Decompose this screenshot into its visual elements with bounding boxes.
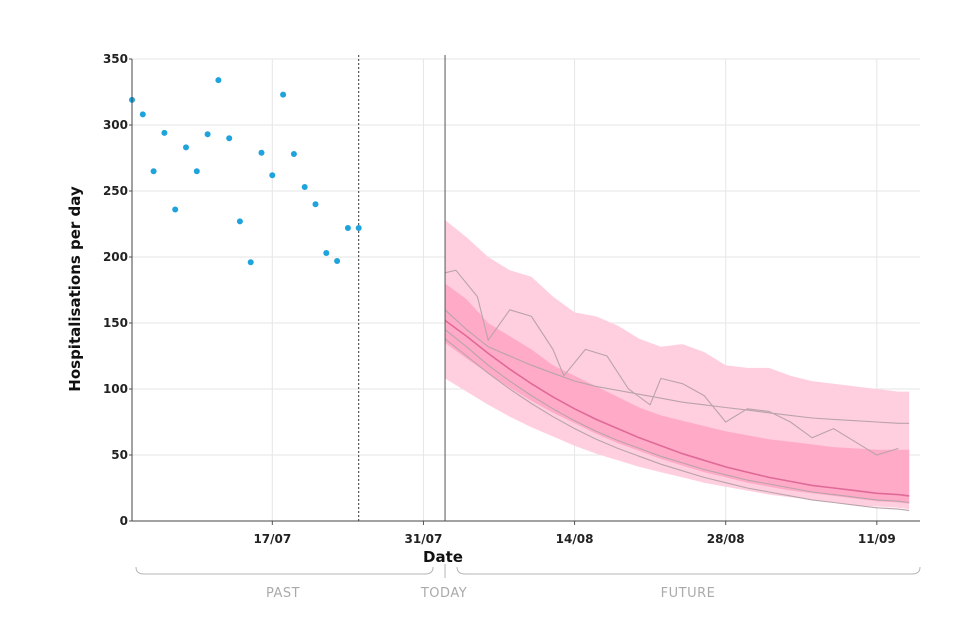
x-tick-label: 31/07	[405, 532, 443, 546]
forecast-median	[444, 319, 910, 497]
observed-point	[226, 135, 233, 142]
observed-point	[193, 168, 200, 175]
x-tick-label: 28/08	[707, 532, 745, 546]
observed-points	[129, 77, 362, 266]
past-label: PAST	[266, 586, 300, 601]
median-line	[444, 319, 910, 497]
y-tick-label: 300	[103, 118, 128, 132]
y-tick-label: 200	[103, 250, 128, 264]
forecast-trajectories	[444, 269, 910, 511]
observed-point	[301, 184, 308, 190]
trajectory-line	[444, 269, 899, 456]
outer-band	[445, 220, 910, 510]
observed-point	[236, 218, 243, 225]
today-label: TODAY	[420, 586, 467, 601]
past-bracket	[135, 566, 434, 575]
inner-band	[445, 283, 910, 504]
grid	[132, 58, 920, 521]
period-brackets	[135, 564, 921, 578]
observed-point	[312, 201, 319, 208]
x-tick-labels: 17/07 31/07 14/08 28/08 11/09	[253, 532, 895, 546]
future-label: FUTURE	[661, 586, 716, 601]
trajectory-line	[444, 329, 910, 504]
forecast-bands	[445, 220, 910, 510]
x-tick-label: 11/09	[858, 532, 896, 546]
observed-point	[183, 144, 189, 151]
observed-point	[139, 111, 146, 118]
observed-point	[290, 151, 297, 157]
observed-point	[204, 131, 211, 138]
y-tick-label: 150	[103, 316, 128, 330]
observed-point	[172, 206, 179, 213]
y-tick-label: 350	[103, 52, 128, 66]
observed-point	[280, 91, 287, 98]
trajectory-line	[444, 338, 910, 511]
observed-point	[323, 250, 330, 256]
x-axis-label: Date	[423, 548, 463, 566]
observed-point	[215, 77, 222, 84]
observed-point	[355, 225, 362, 231]
observed-point	[334, 258, 341, 264]
observed-point	[161, 129, 168, 136]
x-tick-label: 17/07	[253, 532, 291, 546]
observed-point	[269, 172, 276, 179]
y-tick-label: 0	[120, 514, 128, 528]
trajectory-line	[444, 309, 910, 424]
date-markers	[358, 55, 446, 521]
observed-point	[258, 149, 265, 156]
observed-point	[247, 259, 254, 266]
observed-point	[150, 168, 157, 175]
y-tick-labels: 0 50 100 150 200 250 300 350	[103, 52, 128, 528]
axes	[129, 58, 920, 525]
y-tick-label: 50	[111, 448, 128, 462]
observed-point	[344, 225, 351, 231]
y-tick-label: 250	[103, 184, 128, 198]
x-tick-label: 14/08	[556, 532, 594, 546]
y-axis-label: Hospitalisations per day	[66, 186, 84, 392]
future-bracket	[456, 566, 921, 575]
y-tick-label: 100	[103, 382, 128, 396]
